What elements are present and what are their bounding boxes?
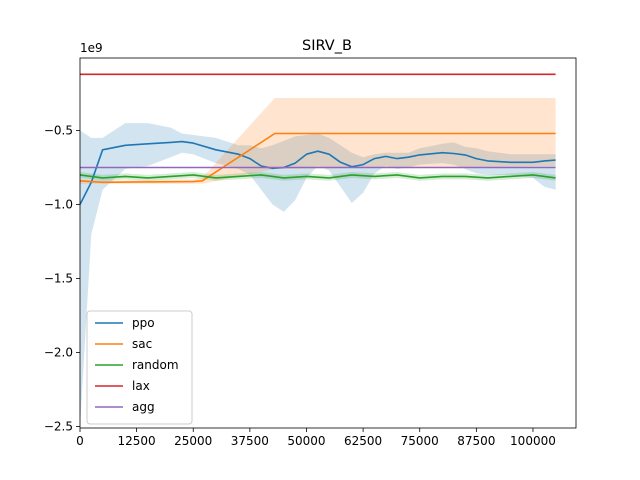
legend-label-ppo: ppo [132, 316, 155, 330]
line-sac [79, 132, 556, 184]
x-tick-label: 50000 [287, 434, 325, 448]
legend-label-sac: sac [132, 337, 152, 351]
x-tick-label: 12500 [118, 434, 156, 448]
y-offset-label: 1e9 [80, 41, 103, 55]
line-ppo [79, 140, 556, 205]
x-tick-label: 62500 [344, 434, 382, 448]
legend-box [86, 310, 193, 425]
line-random [79, 174, 556, 179]
x-tick-label: 37500 [231, 434, 269, 448]
x-tick-label: 25000 [174, 434, 212, 448]
x-tick-label: 75000 [401, 434, 439, 448]
x-tick-label: 87500 [457, 434, 495, 448]
series-lines [79, 73, 556, 205]
x-axis: 0 12500 25000 37500 50000 62500 75000 87500 1000… [76, 428, 556, 448]
x-tick-label: 0 [76, 434, 84, 448]
legend-label-lax: lax [132, 379, 150, 393]
legend: ppo sac random lax agg [86, 310, 193, 425]
y-tick-label: −1.5 [44, 272, 73, 286]
y-tick-label: −0.5 [44, 124, 73, 138]
plot-frame [79, 57, 577, 429]
y-tick-label: −2.0 [44, 346, 73, 360]
band-sac [80, 98, 556, 184]
band-ppo [80, 123, 556, 427]
x-tick-label: 100000 [510, 434, 556, 448]
y-axis: −2.5 −2.0 −1.5 −1.0 −0.5 [44, 124, 80, 434]
y-tick-label: −2.5 [44, 420, 73, 434]
chart-title: SIRV_B [302, 38, 352, 54]
legend-label-agg: agg [132, 400, 155, 414]
legend-label-random: random [132, 358, 179, 372]
y-tick-label: −1.0 [44, 198, 73, 212]
